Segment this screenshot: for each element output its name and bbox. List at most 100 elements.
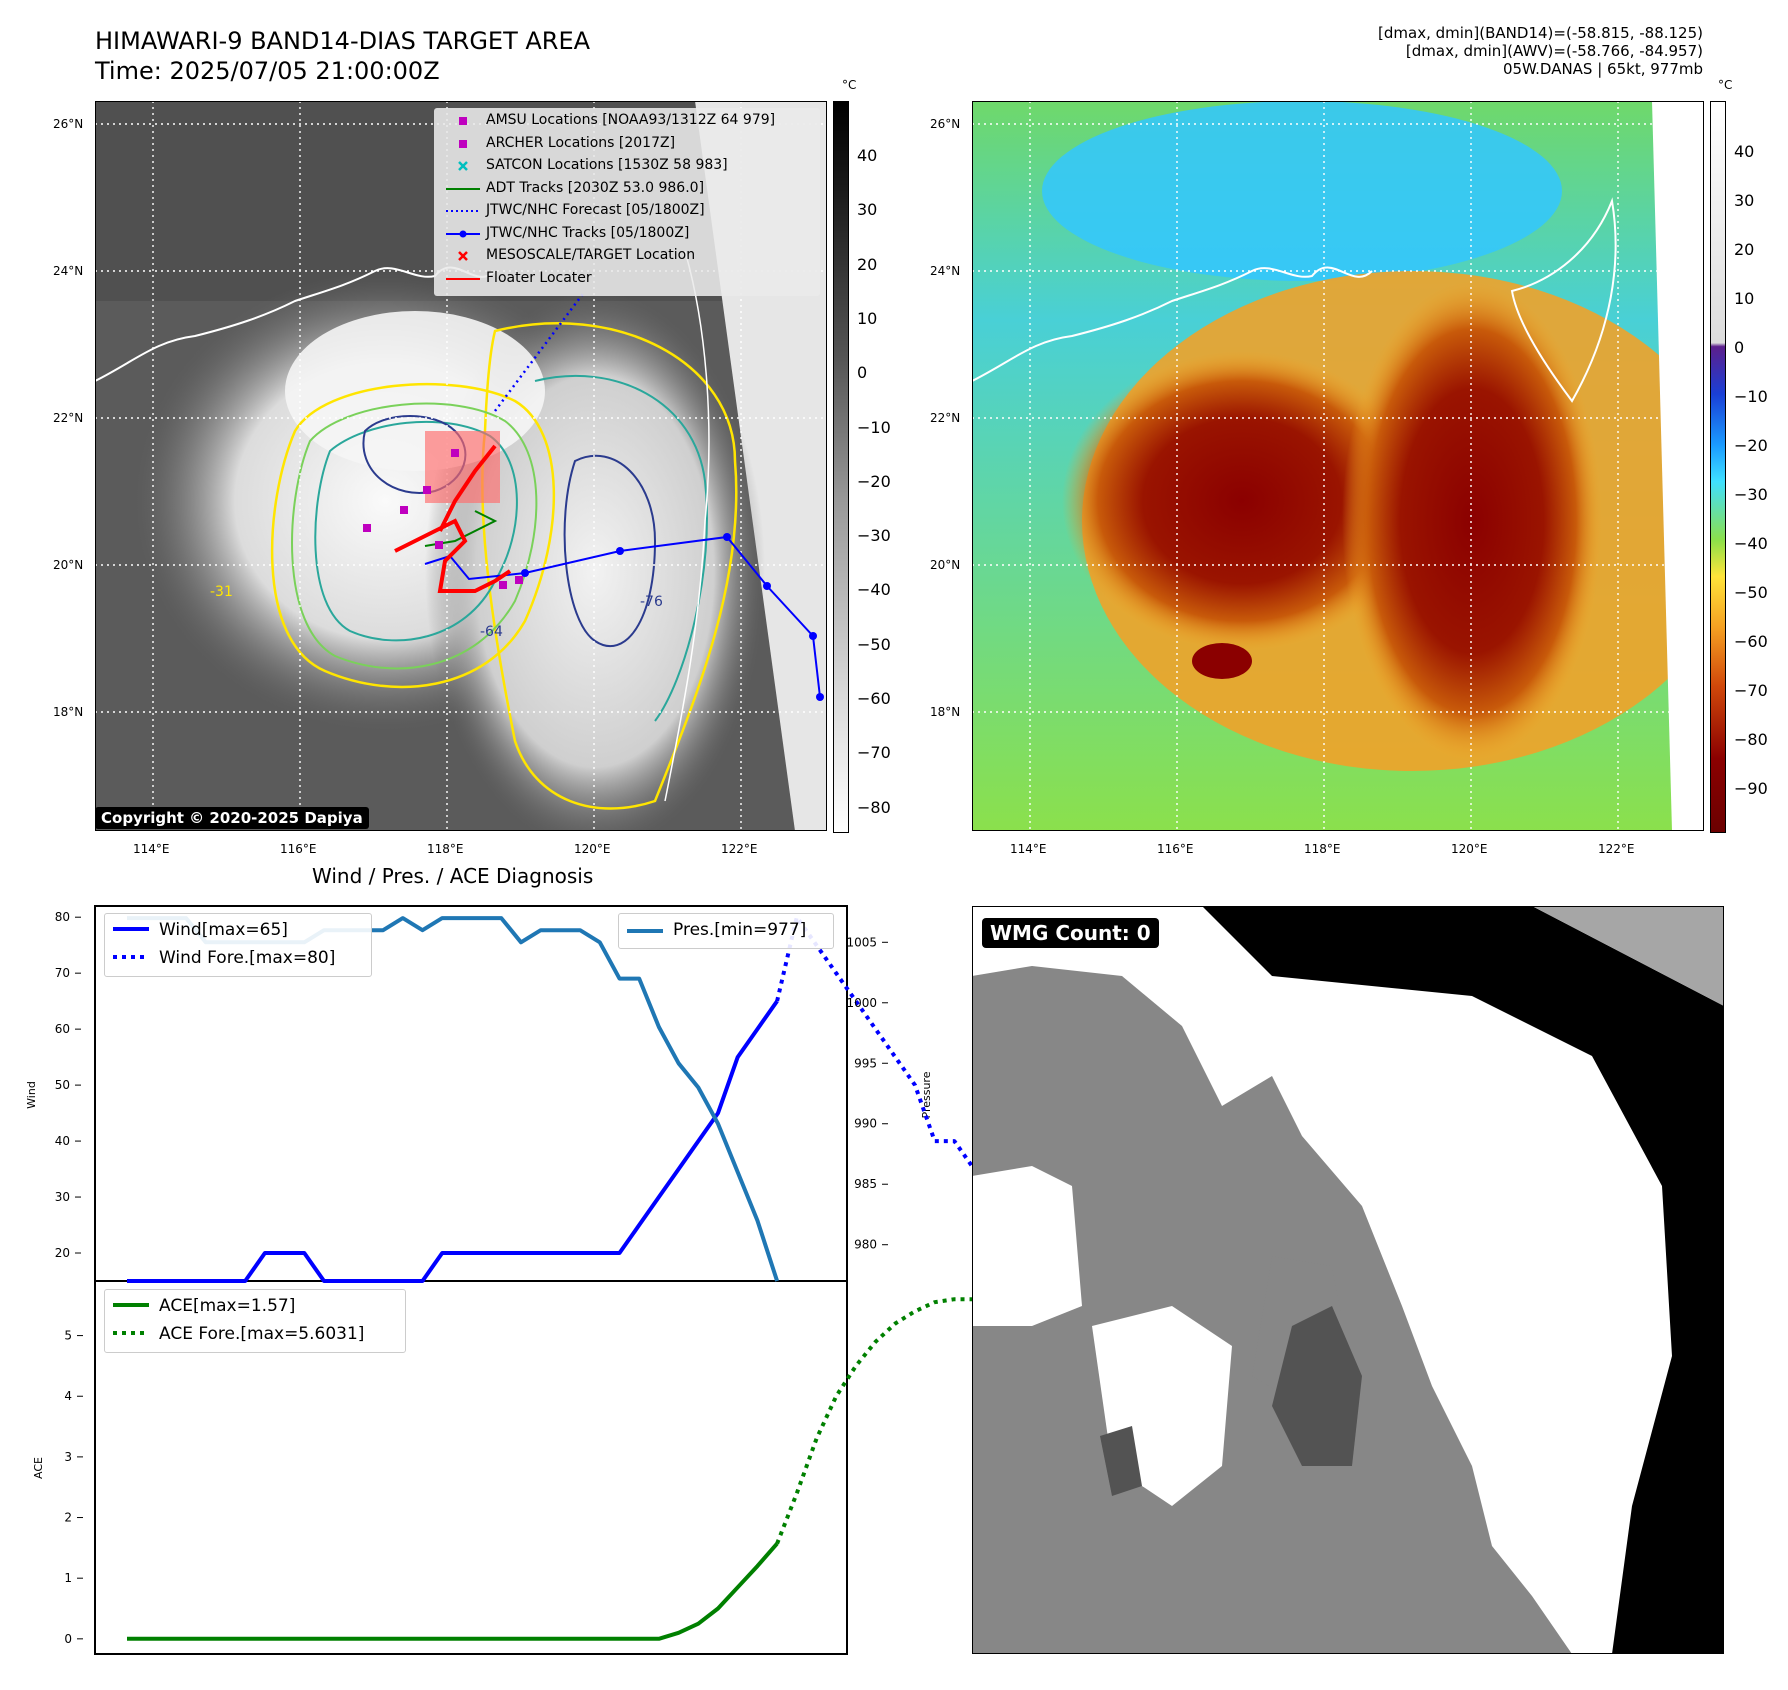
legend-label: AMSU Locations [NOAA93/1312Z 64 979] xyxy=(486,112,776,128)
pressure-tick-label: 985 xyxy=(854,1177,877,1191)
pressure-tick-label: 1000 xyxy=(846,996,877,1010)
ir-colorbar-tick: −40 xyxy=(857,580,891,600)
pressure-tick-label: 990 xyxy=(854,1117,877,1131)
color-colorbar-tick: −50 xyxy=(1734,583,1768,602)
ir-colorbar-tick: −80 xyxy=(857,797,891,817)
amsu-archer-markers xyxy=(363,449,523,589)
map-lon-tick: 116°E xyxy=(280,842,317,856)
map-lon-tick: 118°E xyxy=(1304,842,1341,856)
storm-core xyxy=(1062,351,1422,651)
color-colorbar-tick: 40 xyxy=(1734,142,1755,161)
legend-wind-fore: Wind Fore.[max=80] xyxy=(159,948,336,968)
ir-colorbar-tick: −20 xyxy=(857,471,891,491)
floater-track xyxy=(394,518,512,593)
contour-label-76: -76 xyxy=(640,594,663,610)
legend-marker xyxy=(446,277,480,280)
info-storm: 05W.DANAS | 65kt, 977mb xyxy=(1502,60,1703,78)
wmg-light-region xyxy=(1532,906,1724,1006)
legend-marker xyxy=(446,230,480,237)
wmg-black-region xyxy=(1202,906,1724,1654)
color-colorbar-tick: 0 xyxy=(1734,338,1745,357)
map-lat-tick: 26°N xyxy=(53,117,84,131)
legend-marker xyxy=(458,161,468,171)
wind-series-line xyxy=(127,999,779,1283)
contour-navy-band xyxy=(563,454,657,648)
color-colorbar-tick: 10 xyxy=(1734,289,1755,308)
ir-colorbar-tick: 40 xyxy=(857,146,878,165)
legend-ace-fore: ACE Fore.[max=5.6031] xyxy=(159,1324,365,1344)
contour-label-64: -64 xyxy=(480,624,503,640)
legend-label: JTWC/NHC Forecast [05/1800Z] xyxy=(486,202,705,218)
pressure-tick-label: 1005 xyxy=(846,935,877,949)
legend-marker xyxy=(446,210,480,212)
copyright-badge: Copyright © 2020-2025 Dapiya xyxy=(95,807,369,829)
map-lat-tick: 20°N xyxy=(930,558,961,572)
map-lat-tick: 22°N xyxy=(53,411,84,425)
wind-tick-label: 50 xyxy=(55,1078,70,1092)
legend-marker xyxy=(446,187,480,190)
ace-tick-label: 2 xyxy=(64,1511,72,1525)
ace-tick-label: 3 xyxy=(64,1450,72,1464)
ir-colorbar-tick: −50 xyxy=(857,634,891,654)
wmg-count-badge: WMG Count: 0 xyxy=(982,918,1159,948)
contour-label-31: -31 xyxy=(210,584,233,600)
map-lat-tick: 26°N xyxy=(930,117,961,131)
storm-band xyxy=(1342,281,1602,761)
ir-colorbar-tick: −30 xyxy=(857,526,891,546)
info-block: [dmax, dmin](BAND14)=(-58.815, -88.125) … xyxy=(1378,24,1703,78)
contour-green xyxy=(291,402,538,670)
ir-colorbar-tick: −10 xyxy=(857,417,891,437)
legend-row: JTWC/NHC Forecast [05/1800Z] xyxy=(440,201,820,221)
pressure-tick-label: 995 xyxy=(854,1056,877,1070)
map-lon-tick: 122°E xyxy=(1598,842,1635,856)
legend-label: Floater Locater xyxy=(486,269,592,286)
map-lat-tick: 18°N xyxy=(930,705,961,719)
ir-colorbar-tick: 30 xyxy=(857,200,878,220)
dry-air-region xyxy=(1042,101,1562,281)
wind-tick-label: 20 xyxy=(55,1246,70,1260)
legend-row: ARCHER Locations [2017Z] xyxy=(440,134,820,154)
ace-tick-label: 5 xyxy=(64,1329,72,1343)
wind-legend: Wind[max=65] Wind Fore.[max=80] xyxy=(104,913,372,977)
info-awv: [dmax, dmin](AWV)=(-58.766, -84.957) xyxy=(1405,42,1703,60)
map-lat-tick: 22°N xyxy=(930,411,961,425)
map-lat-tick: 24°N xyxy=(930,264,961,278)
color-colorbar-tick: −70 xyxy=(1734,681,1768,700)
color-colorbar-tick: −80 xyxy=(1734,730,1768,749)
color-colorbar-tick: 30 xyxy=(1734,191,1755,210)
color-colorbar-tick: −20 xyxy=(1734,436,1768,455)
map-lon-tick: 114°E xyxy=(133,842,170,856)
color-ir-colorbar xyxy=(1710,101,1726,833)
ace-series-line xyxy=(127,1542,779,1641)
ir-colorbar xyxy=(833,101,849,833)
legend-marker xyxy=(459,139,467,148)
map-lon-tick: 116°E xyxy=(1157,842,1194,856)
ir-colorbar-tick: 0 xyxy=(857,363,868,383)
legend-label: MESOSCALE/TARGET Location xyxy=(486,247,696,263)
ace-tick-label: 4 xyxy=(64,1389,72,1403)
map-lat-tick: 18°N xyxy=(53,705,84,719)
wind-tick-label: 80 xyxy=(55,910,70,924)
color-colorbar-unit: °C xyxy=(1718,78,1733,92)
color-colorbar-tick: −60 xyxy=(1734,632,1768,651)
coastline-right xyxy=(972,266,1373,382)
contour-yellow-main xyxy=(270,382,556,689)
legend-marker xyxy=(458,251,468,261)
taiwan-outline xyxy=(1510,197,1617,403)
ace-axis-label: ACE xyxy=(32,1457,45,1479)
wind-forecast-line xyxy=(775,915,1035,1255)
wind-tick-label: 60 xyxy=(55,1022,70,1036)
ace-legend: ACE[max=1.57] ACE Fore.[max=5.6031] xyxy=(104,1289,406,1353)
color-colorbar-tick: 20 xyxy=(1734,240,1755,259)
jtwc-forecast-track xyxy=(494,290,586,412)
wmg-panel xyxy=(972,906,1724,1654)
coastline-east xyxy=(664,250,710,802)
color-colorbar-tick: −90 xyxy=(1734,779,1768,798)
legend-label: SATCON Locations [1530Z 58 983] xyxy=(486,157,728,173)
legend-pres: Pres.[min=977] xyxy=(673,920,807,940)
legend-ace: ACE[max=1.57] xyxy=(159,1296,296,1316)
figure-time: Time: 2025/07/05 21:00:00Z xyxy=(95,57,440,85)
color-ir-gridlines xyxy=(972,101,1704,831)
color-colorbar-tick: −10 xyxy=(1734,387,1768,406)
